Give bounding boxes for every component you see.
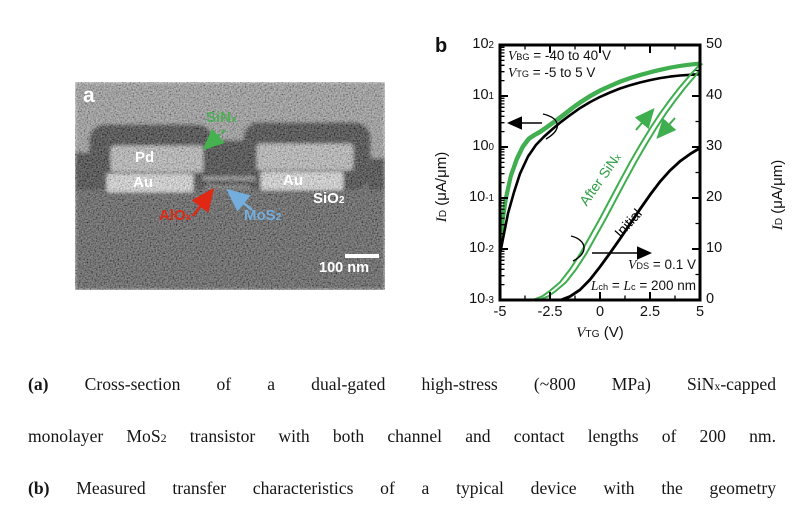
sweep-reverse-arrow [656, 117, 677, 139]
y-axis-label-right: ID (μA/μm) [769, 159, 786, 231]
x-tick-0: 0 [595, 304, 605, 320]
annotation-vtg: VTG = -5 to 5 V [508, 65, 596, 80]
plot-graphic [498, 43, 703, 302]
curve-initial-linear [560, 146, 702, 301]
curve-after-sinx-linear-forward [533, 63, 701, 301]
x-tick-5: 5 [695, 304, 705, 320]
tem-annotation-arrows [191, 128, 253, 217]
pointer-arrows [507, 107, 677, 262]
mos2-label: MoS2 [244, 207, 282, 224]
y-left-tick-1e-3: 10-3 [469, 291, 494, 307]
alox-arrow [191, 187, 215, 217]
annotation-lch: Lch = Lc = 200 nm [590, 278, 696, 293]
curve-after-sinx-linear-reverse [539, 68, 701, 301]
figure-caption: (a) Cross-section of a dual-gated high-s… [28, 372, 776, 530]
y-left-tick-1e-1: 10-1 [469, 189, 494, 205]
sin-arrow [202, 128, 226, 151]
sio2-label: SiO2 [313, 190, 345, 207]
curve-after-sinx-log-return [500, 63, 703, 248]
scale-bar-label: 100 nm [319, 260, 369, 276]
curve-after-sinx-log [498, 61, 702, 247]
axis-ticks-minor [500, 45, 700, 300]
panel-b-plot: b 102 101 100 10-1 10-2 10-3 50 40 30 20… [430, 35, 798, 367]
pd-label: Pd [135, 149, 155, 166]
tem-noise-overlay [75, 82, 385, 290]
y-right-tick-30: 30 [706, 138, 723, 154]
y-left-tick-1e1: 101 [472, 87, 494, 103]
y-left-tick-1e2: 102 [472, 36, 494, 52]
y-left-tick-1e-2: 10-2 [469, 240, 494, 256]
x-tick--5: -5 [493, 304, 507, 320]
y-right-tick-10: 10 [706, 240, 723, 256]
mos2-arrow [225, 188, 253, 212]
annotation-vbg: VBG = -40 to 40 V [508, 48, 611, 63]
alox-label: AlOx [159, 207, 192, 224]
curves [498, 61, 703, 301]
caption-line-1: (a) Cross-section of a dual-gated high-s… [28, 374, 776, 394]
panel-b-label: b [435, 35, 448, 57]
annotation-vds: VDS = 0.1 V [628, 257, 696, 272]
au-left-label: Au [133, 174, 153, 191]
sweep-forward-arrow [634, 107, 655, 131]
caption-line-2: monolayer MoS2 transistor with both chan… [28, 425, 776, 446]
sin-label: SiNx [206, 109, 237, 126]
y-right-tick-0: 0 [706, 291, 715, 307]
panel-a-label: a [83, 84, 95, 107]
log-curves-bracket [542, 113, 558, 140]
scale-bar [345, 254, 379, 258]
linear-curves-bracket [570, 235, 585, 262]
y-axis-label-left: ID (μA/μm) [433, 151, 450, 223]
y-left-tick-1e0: 100 [472, 138, 494, 154]
x-tick-2.5: 2.5 [639, 304, 661, 320]
y-right-tick-20: 20 [706, 189, 723, 205]
caption-line-3: (b) Measured transfer characteristics of… [28, 477, 776, 498]
tem-micrograph-graphic [75, 82, 385, 290]
curve-initial-log [498, 72, 702, 256]
x-axis-label: VTG (V) [576, 324, 624, 341]
au-right-label: Au [283, 172, 303, 189]
plot-border [498, 43, 702, 302]
y-right-tick-40: 40 [706, 87, 723, 103]
x-tick--2.5: -2.5 [537, 304, 563, 320]
panel-a-tem-image: a SiNx Pd Au Au SiO2 AlOx MoS2 100 nm [75, 82, 385, 290]
y-right-tick-50: 50 [706, 36, 723, 52]
